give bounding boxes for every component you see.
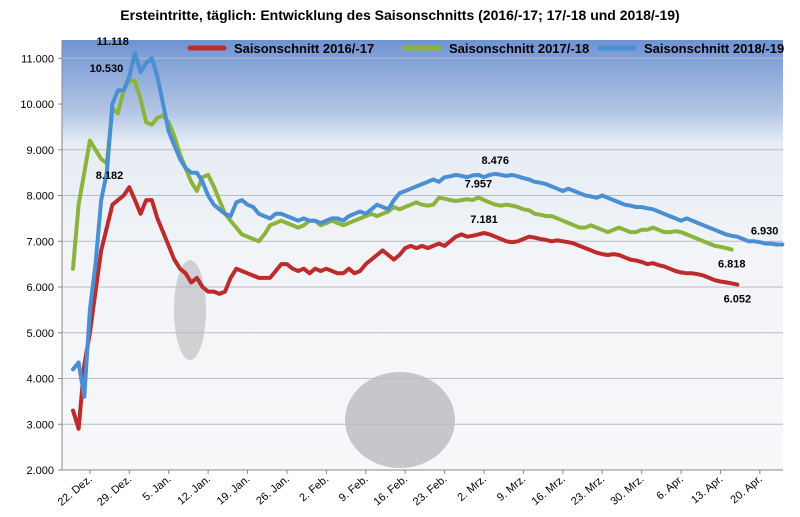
chart-title: Ersteintritte, täglich: Entwicklung des …: [120, 7, 679, 23]
data-label: 8.476: [481, 155, 509, 167]
x-tick-label: 9. Mrz.: [495, 473, 528, 504]
data-label: 6.052: [724, 294, 752, 306]
data-label: 6.818: [718, 259, 746, 271]
x-tick-label: 2. Feb.: [297, 473, 331, 504]
legend: Saisonschnitt 2016/-17 Saisonschnitt 2017…: [187, 41, 784, 56]
x-tick-label: 5. Jan.: [141, 473, 174, 503]
y-tick-label: 8.000: [26, 191, 54, 203]
data-label: 7.957: [465, 178, 493, 190]
x-tick-label: 29. Dez.: [95, 473, 134, 509]
y-tick-label: 2.000: [26, 465, 54, 477]
x-tick-label: 19. Jan.: [215, 473, 253, 507]
photo-figure: [174, 260, 206, 360]
x-tick-label: 9. Feb.: [337, 473, 371, 504]
x-tick-label: 16. Mrz.: [530, 473, 568, 508]
data-label: 8.182: [96, 170, 124, 182]
y-tick-label: 9.000: [26, 145, 54, 157]
photo-figure: [345, 372, 455, 468]
data-label: 10.530: [90, 63, 124, 75]
data-label: 6.930: [751, 225, 779, 237]
series-line: [71, 185, 740, 431]
plot-background: [62, 40, 783, 470]
x-tick-label: 2. Mrz.: [455, 473, 488, 504]
legend-label: Saisonschnitt 2017/-18: [449, 41, 589, 56]
x-tick-label: 23. Mrz.: [569, 473, 607, 508]
series-line: [71, 50, 785, 399]
y-tick-label: 4.000: [26, 374, 54, 386]
y-tick-label: 3.000: [26, 419, 54, 431]
legend-label: Saisonschnitt 2018/-19: [644, 41, 784, 56]
x-tick-label: 30. Mrz.: [608, 473, 646, 508]
lines: [71, 50, 785, 431]
x-tick-label: 20. Apr.: [728, 473, 764, 506]
x-tick-label: 23. Feb.: [411, 473, 450, 508]
x-tick-label: 22. Dez.: [56, 473, 95, 509]
data-labels: 8.182 7.181 6.052 10.530 7.957 6.818 11.118 8.4…: [90, 36, 779, 306]
x-tick-label: 13. Apr.: [689, 473, 725, 506]
y-tick-label: 5.000: [26, 328, 54, 340]
grid: [62, 57, 783, 471]
y-tick-label: 7.000: [26, 236, 54, 248]
x-tick-label: 26. Jan.: [254, 473, 292, 507]
data-label: 11.118: [96, 36, 128, 48]
y-tick-label: 10.000: [20, 99, 54, 111]
data-label: 7.181: [470, 214, 498, 226]
x-tick-label: 6. Apr.: [654, 473, 686, 502]
legend-label: Saisonschnitt 2016/-17: [234, 41, 374, 56]
x-tick-label: 12. Jan.: [175, 473, 213, 507]
y-tick-label: 6.000: [26, 282, 54, 294]
x-tick-label: 16. Feb.: [371, 473, 410, 508]
y-tick-label: 11.000: [21, 53, 54, 65]
